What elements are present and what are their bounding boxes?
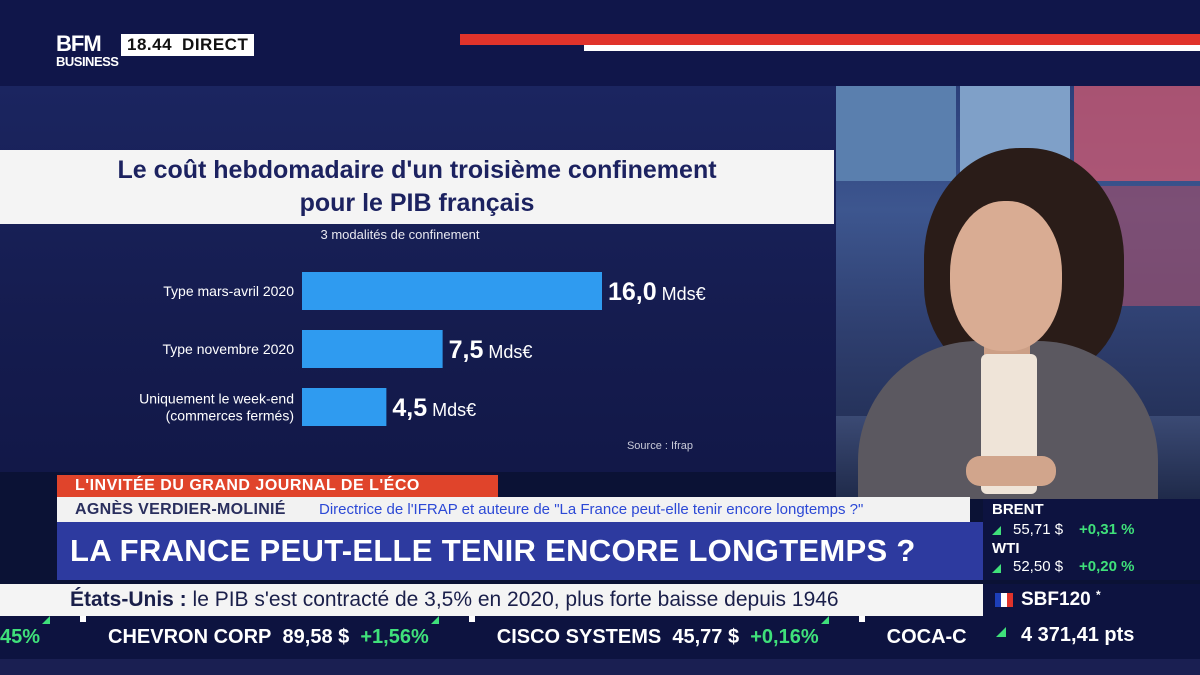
ticker-name: CISCO SYSTEMS xyxy=(496,626,662,648)
category-label: (commerces fermés) xyxy=(166,408,294,424)
ticker-price: 45,77 $ xyxy=(672,626,740,648)
value-label: 4,5 Mds€ xyxy=(392,394,476,422)
presenter-hands xyxy=(966,456,1056,486)
logo-business-text: BUSINESS xyxy=(56,54,119,69)
separator-dot-icon xyxy=(80,616,87,622)
up-triangle-icon xyxy=(992,526,1001,535)
ticker-change: +0,16% xyxy=(750,626,819,648)
index-marker: * xyxy=(1095,588,1101,602)
presenter-face xyxy=(950,201,1062,351)
guest-name-bar: AGNÈS VERDIER-MOLINIÉ Directrice de l'IF… xyxy=(57,497,970,522)
studio-screen xyxy=(836,86,956,181)
program-tag: L'INVITÉE DU GRAND JOURNAL DE L'ÉCO xyxy=(57,475,498,497)
index-name-text: SBF120 xyxy=(1021,589,1091,610)
title-band xyxy=(0,150,834,224)
value-unit: Mds€ xyxy=(662,284,706,304)
up-triangle-icon xyxy=(430,616,439,624)
category-label: Uniquement le week-end xyxy=(139,391,294,407)
bar-chart: Type mars-avril 2020 16,0 Mds€Type novembr… xyxy=(139,272,706,426)
top-bar: BFM BUSINESS 18.44 DIRECT xyxy=(0,0,1200,86)
chart-title-line-1: Le coût hebdomadaire d'un troisième conf… xyxy=(117,156,717,184)
clock-time: 18.44 xyxy=(127,35,173,54)
index-value: 4 371,41 pts xyxy=(1021,624,1135,646)
brent-value: 55,71 $ xyxy=(1013,521,1064,538)
news-topic: États-Unis : xyxy=(70,588,187,611)
ticker-name: CHEVRON CORP xyxy=(108,626,272,648)
chart-title-line-2: pour le PIB français xyxy=(299,189,535,217)
news-crawl: États-Unis : le PIB s'est contracté de 3… xyxy=(0,584,983,616)
live-clock: 18.44 DIRECT xyxy=(121,34,255,56)
index-panel: SBF120 * 4 371,41 pts xyxy=(983,584,1200,659)
header-stripe-red xyxy=(460,34,1200,45)
ticker-price: 89,58 $ xyxy=(282,626,350,648)
up-triangle-icon xyxy=(42,616,51,624)
separator-dot-icon xyxy=(858,616,865,622)
value-label: 16,0 Mds€ xyxy=(608,278,706,306)
logo-bfm-text: BFM xyxy=(56,31,102,56)
guest-role: Directrice de l'IFRAP et auteure de "La … xyxy=(319,501,864,518)
header-stripe-white xyxy=(584,45,1200,51)
bar-2 xyxy=(302,388,387,426)
bar-0 xyxy=(302,272,602,310)
bottom-strip xyxy=(0,659,1200,675)
chart-panel: Le coût hebdomadaire d'un troisième conf… xyxy=(0,86,836,472)
headline-bar: LA FRANCE PEUT-ELLE TENIR ENCORE LONGTEM… xyxy=(57,522,983,580)
chart-title: Le coût hebdomadaire d'un troisième conf… xyxy=(0,150,834,220)
value-number: 7,5 xyxy=(449,336,484,364)
value-unit: Mds€ xyxy=(488,342,532,362)
studio-video xyxy=(836,86,1200,499)
value-number: 16,0 xyxy=(608,278,657,306)
value-label: 7,5 Mds€ xyxy=(449,336,533,364)
index-name: SBF120 * xyxy=(1021,588,1101,611)
brent-label: BRENT xyxy=(992,501,1044,518)
french-flag-icon xyxy=(995,593,1013,607)
wti-label: WTI xyxy=(992,540,1020,557)
ticker-change: +1,56% xyxy=(360,626,429,648)
channel-logo: BFM BUSINESS xyxy=(56,31,119,73)
wti-change: +0,20 % xyxy=(1079,558,1135,575)
up-triangle-icon xyxy=(996,627,1006,637)
value-unit: Mds€ xyxy=(432,400,476,420)
bar-1 xyxy=(302,330,443,368)
stock-ticker: 45% CHEVRON CORP 89,58 $ +1,56% CISCO SYST… xyxy=(0,616,983,659)
ticker-name: COCA-C xyxy=(886,626,967,648)
category-label: Type mars-avril 2020 xyxy=(163,283,294,299)
ticker-lead-change: 45% xyxy=(0,626,41,648)
guest-name: AGNÈS VERDIER-MOLINIÉ xyxy=(75,501,286,518)
commodities-panel: BRENT 55,71 $ +0,31 % WTI 52,50 $ +0,20 … xyxy=(983,499,1200,580)
up-triangle-icon xyxy=(820,616,829,624)
wti-value: 52,50 $ xyxy=(1013,558,1064,575)
chart-source: Source : Ifrap xyxy=(626,440,694,452)
brent-change: +0,31 % xyxy=(1079,521,1135,538)
news-text: le PIB s'est contracté de 3,5% en 2020, … xyxy=(186,588,839,611)
category-label: Type novembre 2020 xyxy=(162,341,294,357)
value-number: 4,5 xyxy=(392,394,427,422)
separator-dot-icon xyxy=(468,616,475,622)
studio-screen xyxy=(1074,86,1200,181)
up-triangle-icon xyxy=(992,564,1001,573)
headline: LA FRANCE PEUT-ELLE TENIR ENCORE LONGTEM… xyxy=(70,533,916,568)
chart-subtitle: 3 modalités de confinement xyxy=(320,227,480,242)
live-label: DIRECT xyxy=(182,35,249,54)
